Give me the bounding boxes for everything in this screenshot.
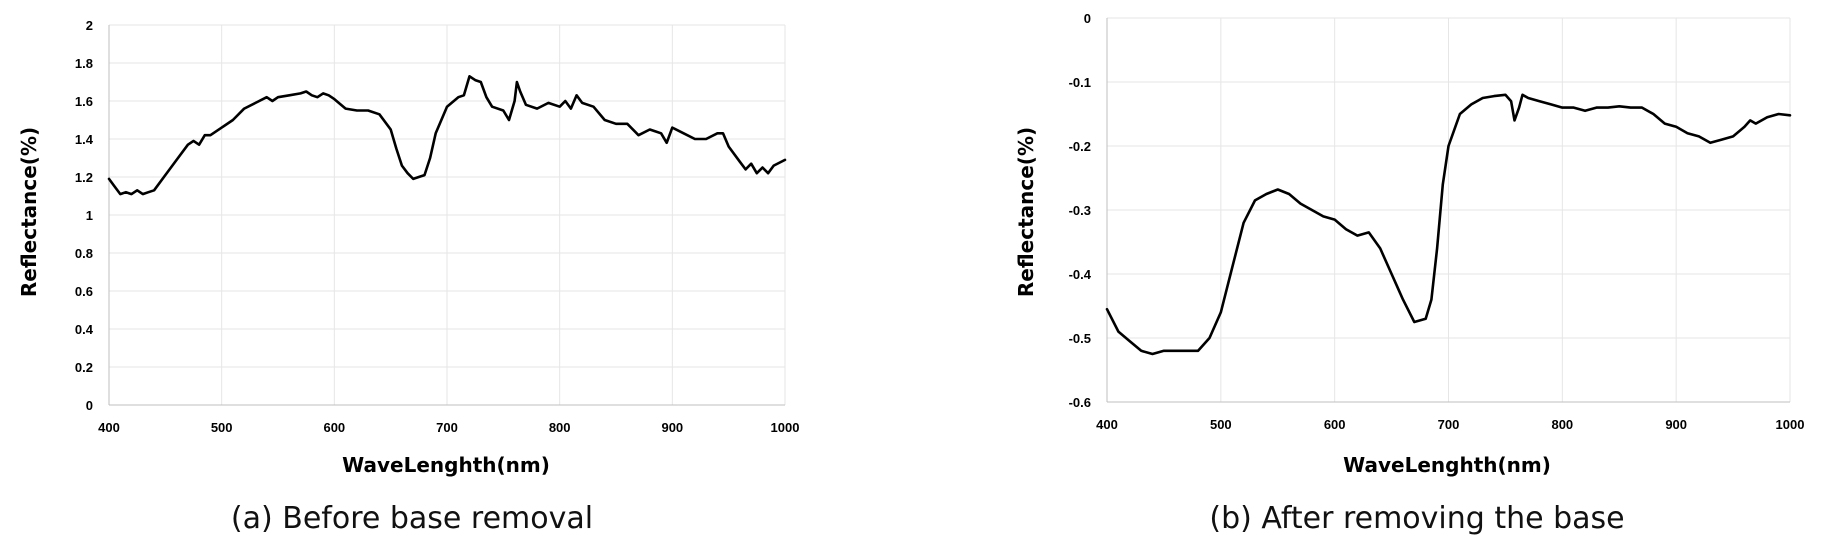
chart-after-removing-base: -0.6 -0.5 -0.4 -0.3 -0.2 -0.1 0 400 500 600 700 80…	[1014, 11, 1804, 536]
gridlines	[1106, 17, 1791, 403]
y-tick-label: 0.6	[75, 284, 93, 299]
y-tick-label: 0.8	[75, 246, 93, 261]
y-tick-label: -0.5	[1069, 331, 1091, 346]
x-axis-title: WaveLenghth(nm)	[1343, 453, 1551, 477]
y-tick-label: 1.6	[75, 94, 93, 109]
x-tick-label: 900	[1665, 417, 1687, 432]
x-tick-label: 700	[436, 420, 458, 435]
y-axis-title: Reflectance(%)	[1014, 127, 1038, 297]
reflectance-line	[107, 75, 787, 196]
chart-caption: (b) After removing the base	[1209, 501, 1624, 536]
y-axis-title: Reflectance(%)	[17, 127, 41, 297]
y-tick-label: -0.1	[1069, 75, 1091, 90]
x-tick-label: 900	[661, 420, 683, 435]
gridlines	[108, 24, 786, 406]
x-tick-label: 400	[98, 420, 120, 435]
y-tick-label: 0	[86, 398, 93, 413]
y-tick-label: -0.4	[1069, 267, 1092, 282]
chart-before-base-removal: 0 0.2 0.4 0.6 0.8 1 1.2 1.4 1.6 1.8 2 400 500 600 700…	[17, 18, 799, 536]
x-tick-label: 1000	[1776, 417, 1805, 432]
y-tick-label: 1.2	[75, 170, 93, 185]
x-tick-label: 1000	[771, 420, 800, 435]
y-tick-labels: 0 0.2 0.4 0.6 0.8 1 1.2 1.4 1.6 1.8 2	[75, 18, 94, 413]
x-tick-labels: 400 500 600 700 800 900 1000	[1096, 417, 1804, 432]
y-tick-labels: -0.6 -0.5 -0.4 -0.3 -0.2 -0.1 0	[1069, 11, 1092, 410]
x-tick-label: 800	[549, 420, 571, 435]
y-tick-label: 1.8	[75, 56, 93, 71]
y-tick-label: 1	[86, 208, 93, 223]
x-tick-label: 600	[323, 420, 345, 435]
axes	[108, 25, 785, 406]
y-tick-label: 0.4	[75, 322, 94, 337]
chart-caption: (a) Before base removal	[231, 501, 593, 536]
x-tick-label: 600	[1324, 417, 1346, 432]
x-tick-labels: 400 500 600 700 800 900 1000	[98, 420, 799, 435]
y-tick-label: 0.2	[75, 360, 93, 375]
y-tick-label: -0.3	[1069, 203, 1091, 218]
axes	[1106, 18, 1790, 403]
x-tick-label: 800	[1551, 417, 1573, 432]
y-tick-label: -0.6	[1069, 395, 1091, 410]
x-tick-label: 500	[1210, 417, 1232, 432]
x-axis-title: WaveLenghth(nm)	[342, 453, 550, 477]
y-tick-label: 2	[86, 18, 93, 33]
x-tick-label: 500	[211, 420, 233, 435]
y-tick-label: 0	[1084, 11, 1091, 26]
y-tick-label: 1.4	[75, 132, 94, 147]
x-tick-label: 700	[1438, 417, 1460, 432]
x-tick-label: 400	[1096, 417, 1118, 432]
y-tick-label: -0.2	[1069, 139, 1091, 154]
reflectance-line	[1105, 93, 1792, 356]
